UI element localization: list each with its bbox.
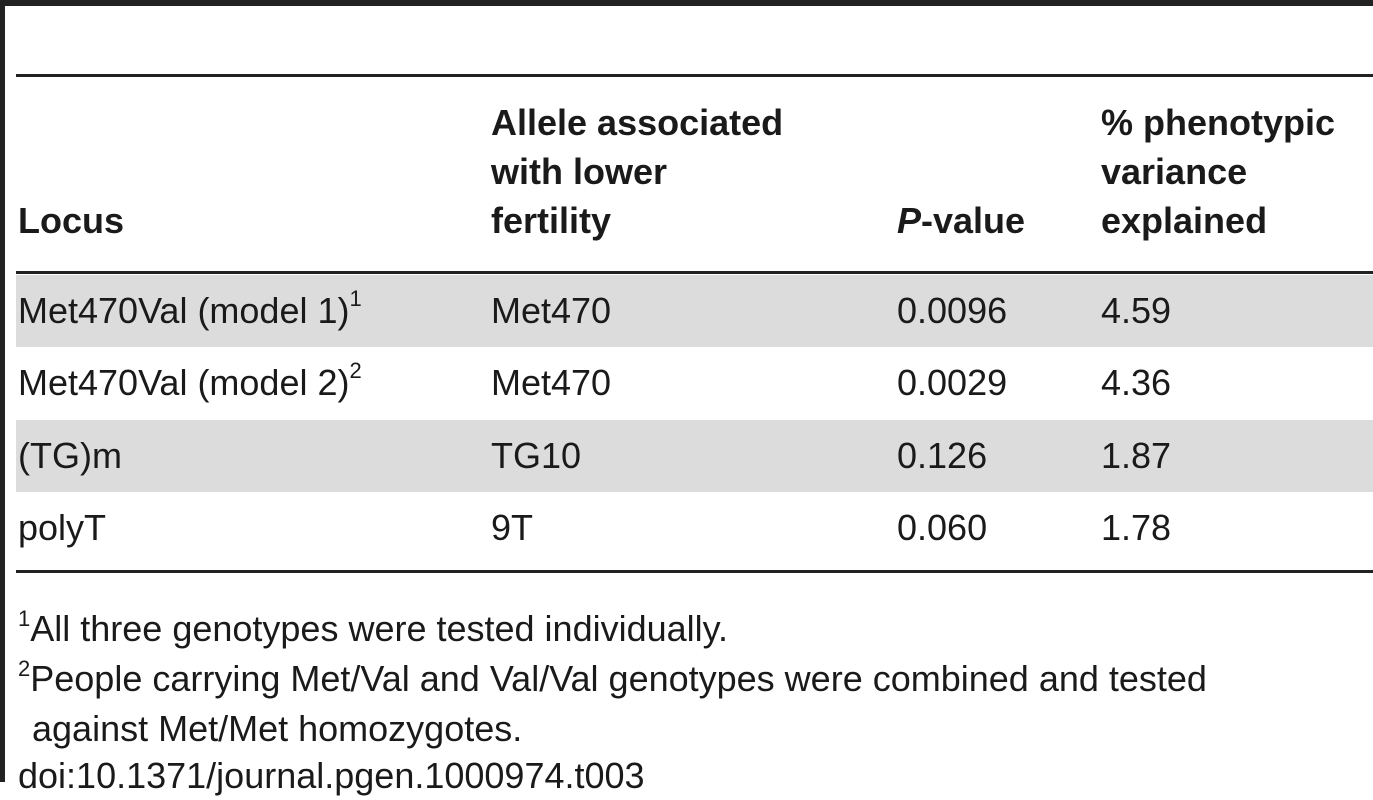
cell-locus: Met470Val (model 1)1 bbox=[18, 275, 362, 347]
cell-allele: TG10 bbox=[491, 435, 582, 476]
cell-variance: 4.59 bbox=[1101, 290, 1172, 331]
cell-pvalue: 0.126 bbox=[897, 435, 988, 476]
footnote-1-mark: 1 bbox=[18, 606, 31, 631]
footnote-2-mark: 2 bbox=[18, 656, 31, 681]
cell-locus: (TG)m bbox=[18, 435, 122, 476]
footnote-1: 1All three genotypes were tested individ… bbox=[18, 604, 728, 654]
locus-text: Met470Val (model 2) bbox=[18, 362, 350, 403]
cell-allele: 9T bbox=[491, 507, 534, 548]
cell-allele: Met470 bbox=[491, 290, 612, 331]
header-pvalue: P-value bbox=[897, 196, 1025, 245]
cell-locus: Met470Val (model 2)2 bbox=[18, 347, 362, 419]
table-row: Met470Val (model 2)2 Met470 0.0029 4.36 bbox=[16, 347, 1373, 419]
cell-pvalue: 0.060 bbox=[897, 507, 988, 548]
locus-text: Met470Val (model 1) bbox=[18, 290, 350, 331]
footnote-1-text: All three genotypes were tested individu… bbox=[30, 608, 728, 649]
table-row: polyT 9T 0.060 1.78 bbox=[16, 492, 1373, 564]
footnote-2-text-line1: People carrying Met/Val and Val/Val geno… bbox=[30, 658, 1207, 699]
header-locus: Locus bbox=[18, 200, 125, 241]
footnote-ref: 1 bbox=[349, 286, 362, 311]
header-variance: % phenotypic variance explained bbox=[1101, 102, 1336, 241]
table-row: Met470Val (model 1)1 Met470 0.0096 4.59 bbox=[16, 275, 1373, 347]
table-bottom-rule bbox=[16, 570, 1373, 573]
footnote-2: 2People carrying Met/Val and Val/Val gen… bbox=[18, 654, 1207, 704]
table-header-row: Locus Allele associated with lower ferti… bbox=[16, 102, 1373, 245]
header-bottom-rule bbox=[16, 271, 1373, 274]
header-pvalue-rest: -value bbox=[921, 200, 1026, 241]
doi-citation: doi:10.1371/journal.pgen.1000974.t003 bbox=[18, 755, 645, 796]
cell-pvalue: 0.0096 bbox=[897, 290, 1008, 331]
cell-allele: Met470 bbox=[491, 362, 612, 403]
header-pvalue-italic: P bbox=[897, 200, 922, 241]
table-top-rule bbox=[16, 74, 1373, 77]
footnote-2-continuation: against Met/Met homozygotes. bbox=[32, 708, 523, 749]
cell-variance: 1.78 bbox=[1101, 507, 1172, 548]
top-border-rule bbox=[0, 0, 1373, 6]
table-row: (TG)m TG10 0.126 1.87 bbox=[16, 420, 1373, 492]
header-allele: Allele associated with lower fertility bbox=[491, 102, 784, 241]
cell-variance: 4.36 bbox=[1101, 362, 1172, 403]
footnote-ref: 2 bbox=[349, 358, 362, 383]
cell-variance: 1.87 bbox=[1101, 435, 1172, 476]
cell-locus: polyT bbox=[18, 507, 107, 548]
left-border-rule bbox=[0, 0, 5, 782]
cell-pvalue: 0.0029 bbox=[897, 362, 1008, 403]
